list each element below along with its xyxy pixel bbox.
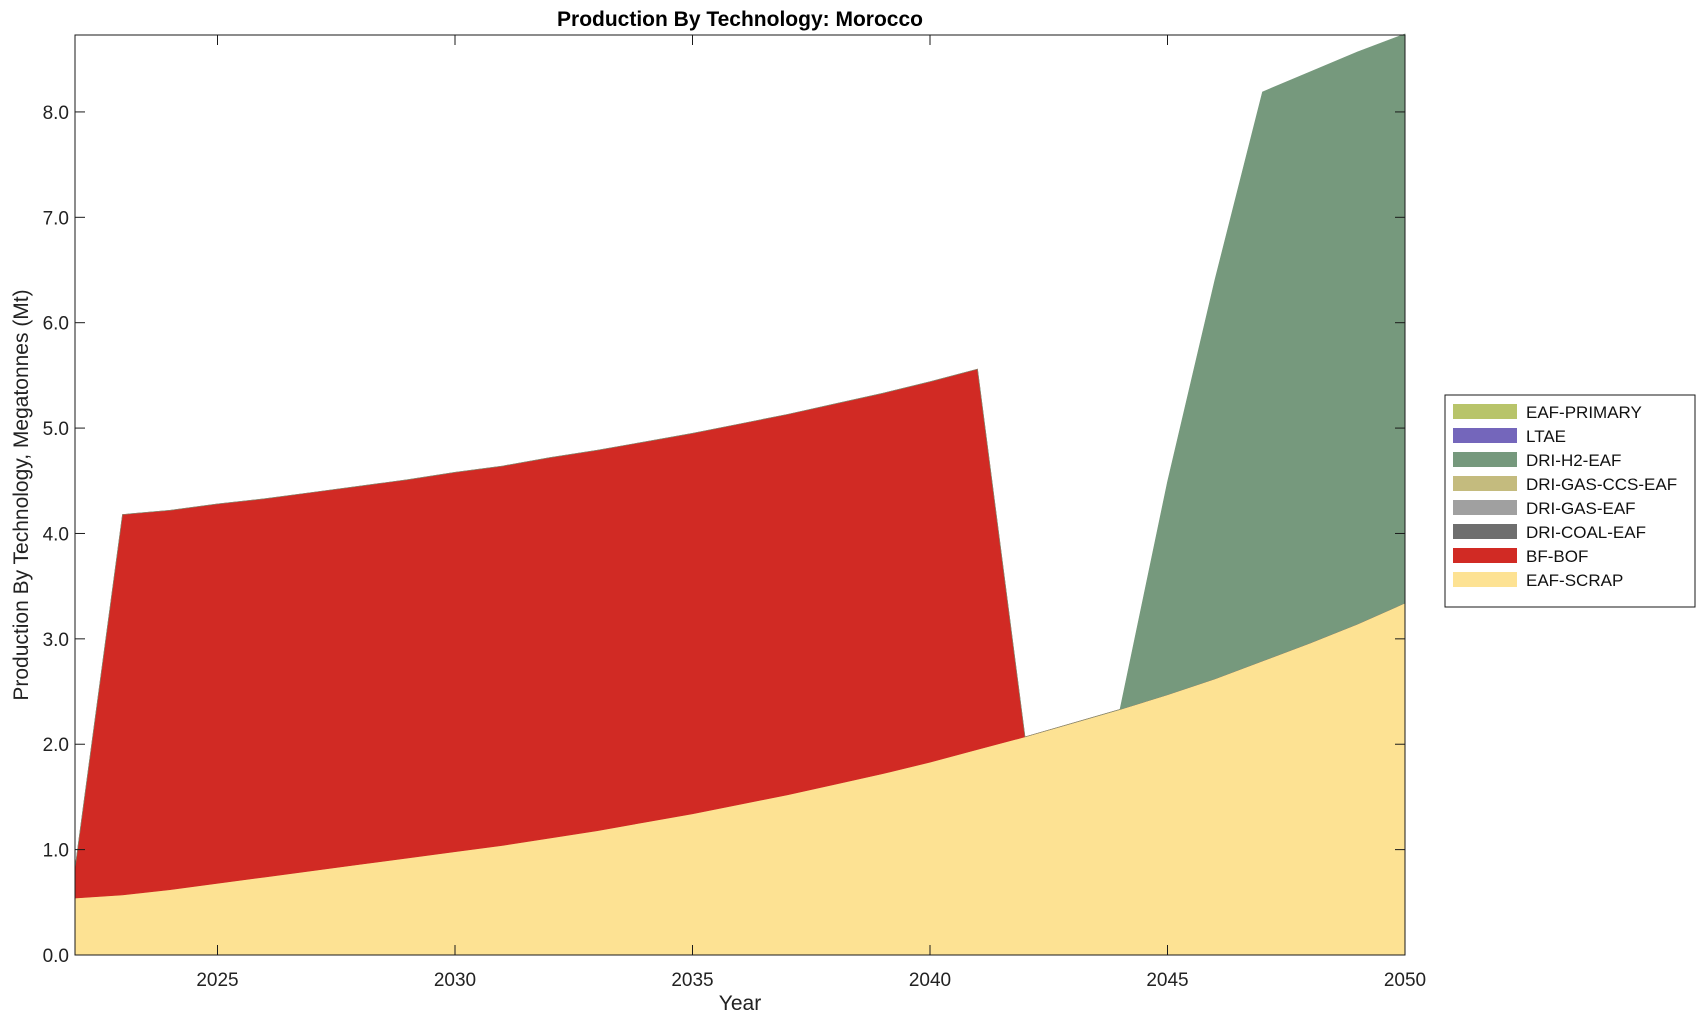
x-tick-label: 2045 [1146,970,1188,991]
y-tick-label: 3.0 [43,630,69,651]
x-tick-label: 2035 [671,970,713,991]
plot-frame [74,34,1406,956]
legend-swatch-dri-coal-eaf [1453,524,1517,539]
legend-swatch-dri-gas-ccs-eaf [1453,476,1517,491]
legend-swatch-eaf-primary [1453,404,1517,419]
legend-swatch-dri-h2-eaf [1453,452,1517,467]
y-tick-label: 7.0 [43,208,69,229]
legend-label-dri-coal-eaf: DRI-COAL-EAF [1526,523,1646,542]
legend-label-eaf-scrap: EAF-SCRAP [1526,571,1623,590]
x-axis-label: Year [719,992,761,1015]
legend: EAF-PRIMARY LTAE DRI-H2-EAF DRI-GAS-CCS-EAF… [1444,394,1696,608]
y-tick-label: 4.0 [43,524,69,545]
y-tick-label: 6.0 [43,314,69,335]
legend-swatch-eaf-scrap [1453,572,1517,587]
legend-swatch-dri-gas-eaf [1453,500,1517,515]
legend-label-bf-bof: BF-BOF [1526,547,1588,566]
x-tick-label: 2025 [196,970,238,991]
legend-label-dri-gas-eaf: DRI-GAS-EAF [1526,499,1636,518]
legend-label-dri-gas-ccs-eaf: DRI-GAS-CCS-EAF [1526,475,1677,494]
x-tick-label: 2040 [909,970,951,991]
x-tick-label: 2030 [434,970,476,991]
axis-ticks: 2025 2030 2035 2040 2045 2050 0.0 1.0 2.0 3.0 4.0 5… [43,35,1426,991]
y-tick-label: 1.0 [43,841,69,862]
y-tick-label: 8.0 [43,103,69,124]
y-tick-label: 0.0 [43,946,69,967]
legend-label-dri-h2-eaf: DRI-H2-EAF [1526,451,1621,470]
x-tick-label: 2050 [1384,970,1426,991]
chart-title: Production By Technology: Morocco [557,8,923,31]
y-tick-label: 2.0 [43,735,69,756]
area-series-group [74,33,1406,956]
y-tick-label: 5.0 [43,419,69,440]
legend-label-eaf-primary: EAF-PRIMARY [1526,403,1642,422]
legend-swatch-ltae [1453,428,1517,443]
legend-label-ltae: LTAE [1526,427,1566,446]
y-axis-label: Production By Technology, Megatonnes (Mt… [10,289,33,700]
legend-swatch-bf-bof [1453,548,1517,563]
